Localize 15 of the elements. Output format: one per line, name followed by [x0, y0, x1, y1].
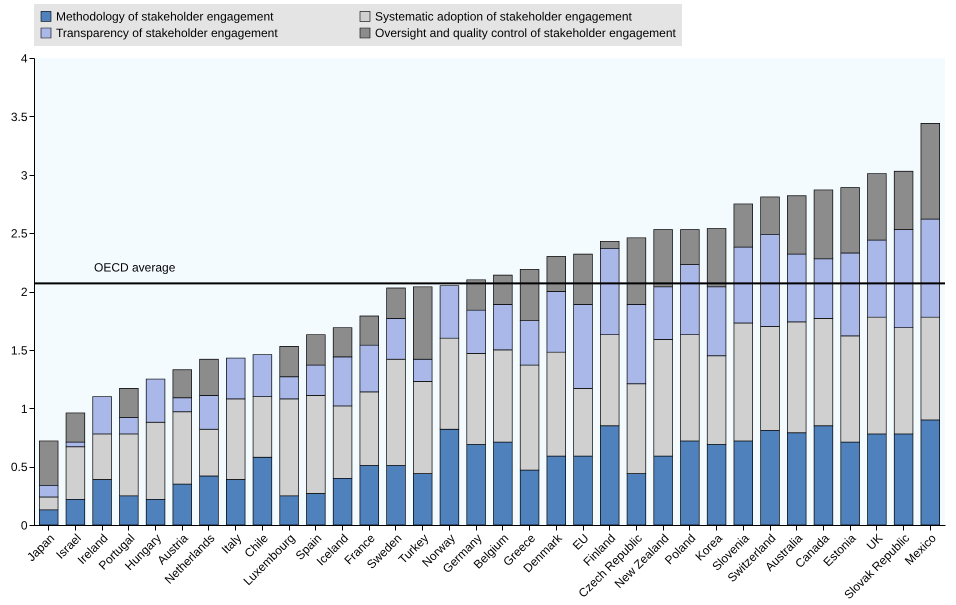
y-tick-label: 3.5: [10, 110, 28, 124]
y-tick-label: 0.5: [10, 460, 28, 474]
y-tick-label: 1: [20, 402, 28, 416]
legend-label: Oversight and quality control of stakeholder engagement: [375, 26, 677, 40]
y-tick-label: 0: [20, 518, 28, 532]
y-tick-label: 1.5: [10, 343, 28, 358]
y-tick-label: 2: [20, 285, 28, 299]
y-tick-label: 2.5: [10, 226, 28, 241]
x-tick-label: Italy: [218, 531, 244, 557]
y-tick-label: 4: [20, 52, 28, 66]
y-tick-label: 3: [20, 168, 28, 182]
ref-line-label: OECD average: [94, 260, 176, 274]
legend-label: Systematic adoption of stakeholder engagement: [375, 9, 632, 24]
legend-label: Transparency of stakeholder engagement: [56, 26, 278, 40]
legend-label: Methodology of stakeholder engagement: [56, 9, 274, 24]
